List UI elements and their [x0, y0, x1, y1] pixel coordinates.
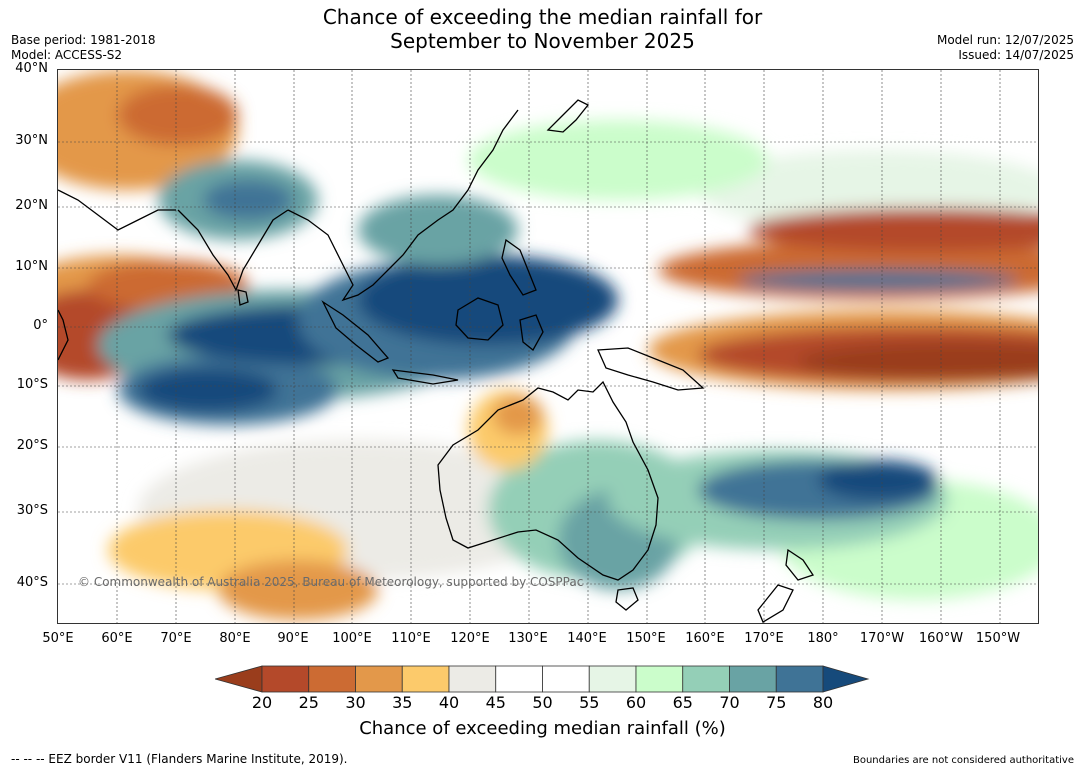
lon-label-180: 180° — [807, 631, 839, 646]
new-guinea-coast — [597, 347, 705, 391]
coastlines — [58, 99, 815, 623]
colorbar-tick-label: 35 — [392, 693, 413, 712]
java-coast — [391, 369, 459, 385]
lon-label-170e: 170°E — [744, 631, 784, 646]
lon-label-100e: 100°E — [332, 631, 372, 646]
colorbar-cell — [682, 665, 730, 693]
borneo-coast — [455, 297, 504, 341]
colorbar-cell — [775, 665, 824, 693]
lon-label-160w: 160°W — [918, 631, 964, 646]
colorbar-cell — [355, 665, 403, 693]
africa-coast — [58, 309, 69, 361]
colorbar-tick-label: 70 — [719, 693, 740, 712]
colorbar-cell — [542, 665, 590, 693]
colorbar — [215, 665, 870, 693]
colorbar-tick-label: 50 — [532, 693, 553, 712]
eez-border-note: -- -- -- EEZ border V11 (Flanders Marine… — [11, 752, 348, 766]
colorbar-tick-label: 40 — [438, 693, 460, 712]
lat-label-40s: 40°S — [16, 575, 48, 590]
colorbar-cell — [495, 665, 543, 693]
sri-lanka-coast — [237, 289, 249, 306]
colorbar-tick-label: 20 — [251, 693, 273, 712]
map-title-line2: September to November 2025 — [390, 29, 695, 53]
colorbar-cell — [635, 665, 684, 693]
colorbar-cell — [588, 665, 637, 693]
colorbar-tick-label: 60 — [625, 693, 647, 712]
new-zealand-north — [785, 548, 815, 581]
lon-label-90e: 90°E — [277, 631, 309, 646]
colorbar-tick-label: 65 — [672, 693, 693, 712]
model-name: Model: ACCESS-S2 — [11, 48, 123, 62]
se-asia-coast — [287, 109, 519, 302]
lon-label-130e: 130°E — [508, 631, 548, 646]
lat-label-20s: 20°S — [16, 438, 48, 453]
boundaries-disclaimer: Boundaries are not considered authoritat… — [852, 755, 1074, 766]
colorbar-cell — [729, 665, 777, 693]
lat-label-10n: 10°N — [15, 259, 48, 274]
arabia-coast — [58, 189, 176, 231]
philippines-coast — [501, 238, 537, 296]
lon-label-50e: 50°E — [42, 631, 74, 646]
colorbar-tick-label: 25 — [298, 693, 319, 712]
sulawesi-coast — [519, 314, 544, 351]
lon-label-120e: 120°E — [450, 631, 490, 646]
lon-label-80e: 80°E — [219, 631, 251, 646]
colorbar-cell — [261, 665, 310, 693]
lon-label-60e: 60°E — [101, 631, 133, 646]
new-zealand-south — [757, 584, 794, 623]
india-coast — [177, 209, 289, 292]
japan-coast — [546, 99, 590, 133]
graticule — [58, 70, 1038, 623]
sumatra-coast — [321, 300, 390, 363]
lat-label-40n: 40°N — [15, 61, 48, 76]
australia-coast — [437, 380, 659, 581]
colorbar-tick-label: 80 — [812, 693, 834, 712]
lon-label-150w: 150°W — [975, 631, 1021, 646]
issued-date: Issued: 14/07/2025 — [958, 48, 1074, 62]
colorbar-tick-label: 45 — [485, 693, 506, 712]
lat-label-10s: 10°S — [16, 377, 48, 392]
tasmania-coast — [615, 587, 639, 611]
colorbar-cell — [401, 665, 450, 693]
colorbar-tick-label: 30 — [345, 693, 366, 712]
colorbar-tick-label: 75 — [766, 693, 787, 712]
colorbar-tick-label: 55 — [579, 693, 600, 712]
lat-label-0: 0° — [33, 318, 48, 333]
model-run: Model run: 12/07/2025 — [936, 33, 1074, 47]
map-title-line1: Chance of exceeding the median rainfall … — [322, 5, 763, 29]
base-period: Base period: 1981-2018 — [11, 33, 156, 47]
lon-label-110e: 110°E — [391, 631, 431, 646]
copyright-notice: © Commonwealth of Australia 2025, Bureau… — [78, 575, 583, 589]
map-svg: © Commonwealth of Australia 2025, Bureau… — [58, 70, 1038, 623]
probability-field — [58, 70, 1038, 620]
lon-label-140e: 140°E — [567, 631, 607, 646]
lat-label-20n: 20°N — [15, 198, 48, 213]
colorbar-cells — [215, 665, 870, 693]
colorbar-extend-low — [215, 665, 263, 693]
lon-label-150e: 150°E — [626, 631, 666, 646]
rainfall-map: © Commonwealth of Australia 2025, Bureau… — [57, 69, 1039, 624]
lat-label-30s: 30°S — [16, 503, 48, 518]
colorbar-title: Chance of exceeding median rainfall (%) — [359, 718, 726, 739]
lon-label-160e: 160°E — [685, 631, 725, 646]
lon-label-170w: 170°W — [859, 631, 905, 646]
lon-label-70e: 70°E — [160, 631, 192, 646]
colorbar-cell — [448, 665, 497, 693]
colorbar-cell — [308, 665, 356, 693]
colorbar-extend-high — [822, 665, 870, 693]
lat-label-30n: 30°N — [15, 133, 48, 148]
